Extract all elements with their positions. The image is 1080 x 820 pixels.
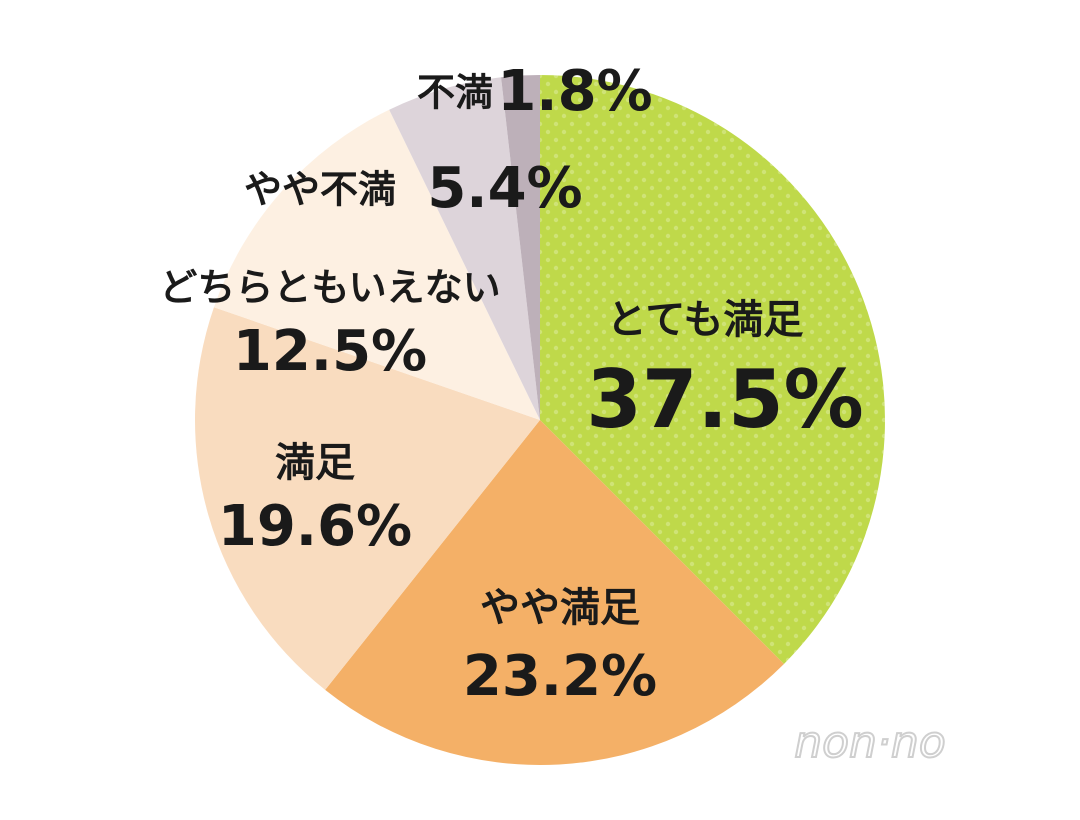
value-label: 1.8% bbox=[497, 59, 652, 124]
category-label: 不満 bbox=[417, 71, 493, 115]
category-label: とても満足 bbox=[607, 297, 804, 343]
watermark: non·no bbox=[794, 717, 946, 768]
slice bbox=[501, 75, 540, 420]
value-label: 37.5% bbox=[586, 353, 864, 446]
slice bbox=[325, 420, 784, 765]
labels: とても満足 37.5% やや満足 23.2% 満足 19.6% どちらともいえない 12.5%… bbox=[159, 59, 863, 709]
slice-pattern bbox=[540, 75, 886, 664]
pie bbox=[194, 75, 886, 765]
slice bbox=[389, 77, 540, 420]
category-label: どちらともいえない bbox=[159, 266, 500, 310]
category-label: 満足 bbox=[275, 440, 355, 486]
slice bbox=[194, 307, 540, 690]
slice bbox=[213, 109, 540, 420]
category-label: やや満足 bbox=[480, 585, 640, 631]
category-label: やや不満 bbox=[244, 168, 396, 212]
value-label: 19.6% bbox=[218, 494, 412, 559]
value-label: 23.2% bbox=[463, 644, 657, 709]
value-label: 12.5% bbox=[233, 319, 427, 384]
value-label: 5.4% bbox=[427, 156, 582, 221]
